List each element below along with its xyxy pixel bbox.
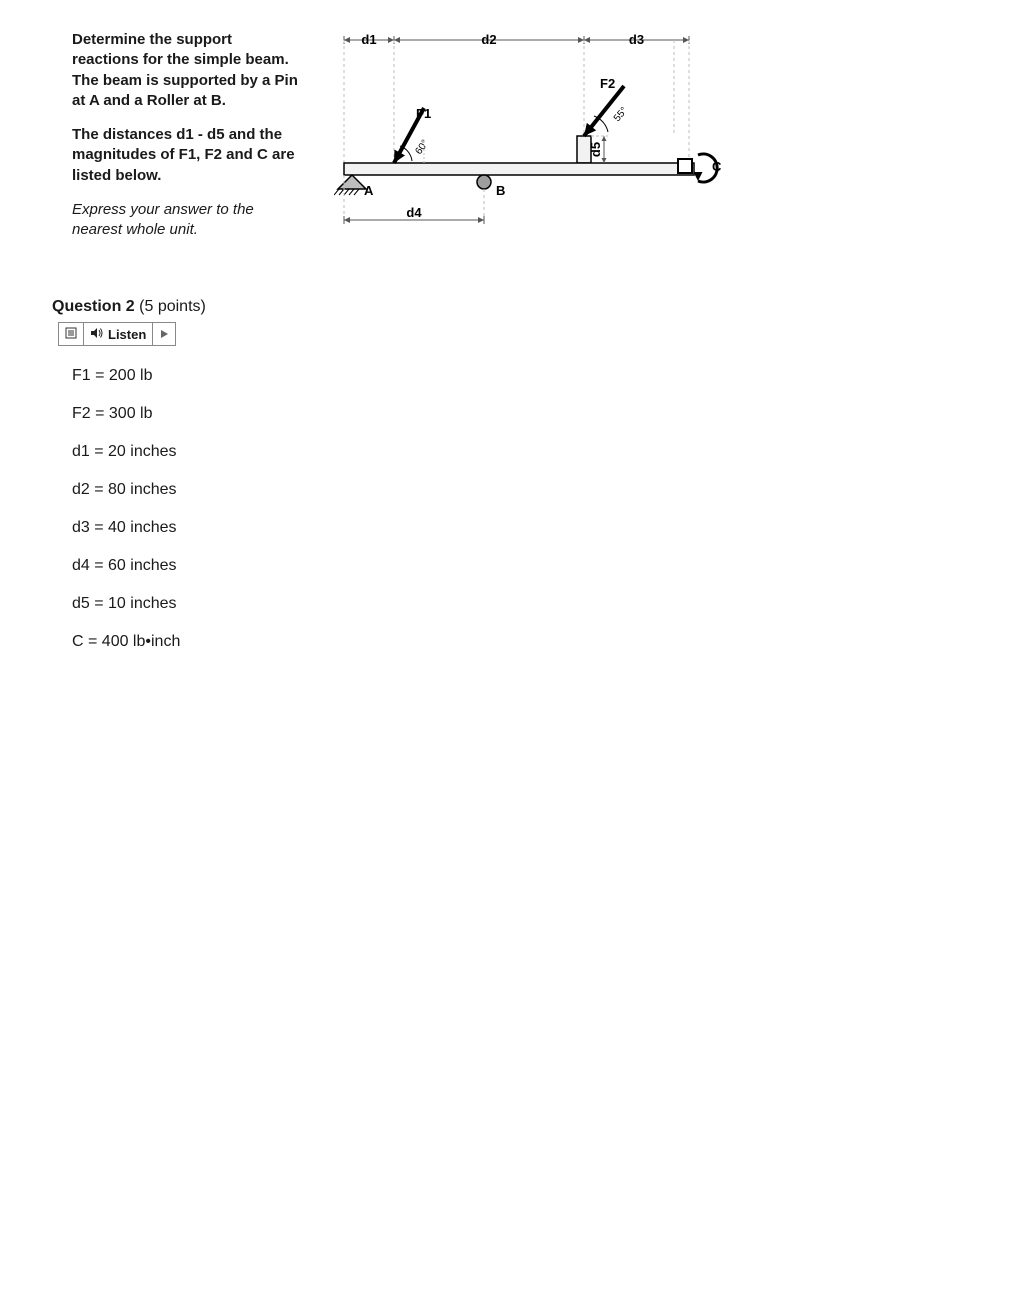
param-f2: F2 = 300 lb [72, 406, 968, 422]
beam-diagram: d1 d2 d3 d5 F1 60° F2 55° C A Bd4 [334, 28, 734, 233]
svg-text:60°: 60° [413, 138, 431, 157]
play-icon [159, 327, 169, 342]
svg-text:F1: F1 [416, 106, 431, 121]
prompt-paragraph-1: Determine the support reactions for the … [72, 30, 302, 111]
param-d2: d2 = 80 inches [72, 482, 968, 498]
param-f1: F1 = 200 lb [72, 368, 968, 384]
svg-text:d4: d4 [406, 205, 422, 220]
listen-widget[interactable]: Listen [58, 322, 176, 346]
svg-text:d2: d2 [481, 32, 496, 47]
prompt-paragraph-3: Express your answer to the nearest whole… [72, 200, 302, 241]
prompt-paragraph-2: The distances d1 - d5 and the magnitudes… [72, 125, 302, 186]
speaker-icon [90, 327, 104, 342]
listen-label: Listen [108, 327, 146, 342]
question-title: Question 2 [52, 298, 135, 315]
param-c: C = 400 lb•inch [72, 634, 968, 650]
svg-text:F2: F2 [600, 76, 615, 91]
svg-text:d3: d3 [629, 32, 644, 47]
menu-icon [65, 327, 77, 342]
svg-text:C: C [712, 159, 722, 174]
param-d4: d4 = 60 inches [72, 558, 968, 574]
listen-button[interactable]: Listen [84, 323, 153, 345]
param-d1: d1 = 20 inches [72, 444, 968, 460]
parameter-list: F1 = 200 lb F2 = 300 lb d1 = 20 inches d… [72, 368, 968, 650]
param-d3: d3 = 40 inches [72, 520, 968, 536]
svg-text:A: A [364, 183, 374, 198]
question-header: Question 2 (5 points) [52, 298, 968, 316]
question-points: (5 points) [139, 298, 206, 315]
svg-text:d5: d5 [588, 142, 603, 157]
listen-play-button[interactable] [153, 323, 175, 345]
problem-prompt: Determine the support reactions for the … [58, 28, 302, 254]
listen-menu-button[interactable] [59, 323, 84, 345]
svg-text:55°: 55° [612, 105, 630, 124]
param-d5: d5 = 10 inches [72, 596, 968, 612]
svg-text:d1: d1 [361, 32, 376, 47]
svg-text:B: B [496, 183, 505, 198]
